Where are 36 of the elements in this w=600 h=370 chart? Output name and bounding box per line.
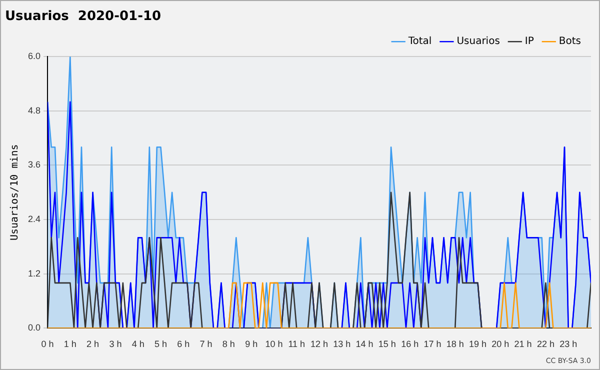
x-tick-label: 22 h [536, 339, 554, 350]
x-tick-label: 17 h [424, 339, 442, 350]
x-tick-label: 23 h [560, 339, 578, 350]
x-tick-label: 10 h [265, 339, 283, 350]
legend-label: Bots [558, 36, 581, 48]
x-tick-label: 1 h [64, 339, 76, 350]
x-tick-label: 5 h [154, 339, 167, 350]
x-tick-label: 7 h [200, 339, 212, 350]
x-tick-label: 6 h [177, 339, 190, 350]
legend-label: IP [524, 36, 534, 48]
x-tick-label: 12 h [310, 339, 328, 350]
x-tick-label: 9 h [245, 339, 258, 350]
y-tick-label: 4.8 [28, 105, 41, 116]
legend-label: Usuarios [456, 36, 500, 48]
x-tick-label: 21 h [514, 339, 532, 350]
chart-title: Usuarios 2020-01-10 [5, 9, 162, 24]
x-tick-label: 3 h [109, 339, 122, 350]
y-tick-label: 3.6 [28, 160, 41, 170]
x-tick-label: 20 h [492, 339, 510, 350]
x-tick-label: 19 h [469, 339, 487, 350]
x-tick-label: 4 h [132, 339, 144, 350]
y-tick-label: 6.0 [28, 51, 41, 62]
y-axis-title: Usuarios/10 mins [10, 144, 21, 241]
x-tick-label: 0 h [41, 339, 54, 350]
y-tick-label: 2.4 [28, 214, 41, 224]
legend-label: Total [407, 36, 432, 48]
y-tick-label: 1.2 [28, 268, 41, 278]
x-tick-label: 14 h [356, 339, 374, 350]
x-tick-label: 2 h [86, 339, 100, 350]
x-tick-label: 11 h [288, 339, 306, 350]
x-tick-label: 18 h [446, 339, 464, 350]
x-tick-label: 15 h [378, 339, 396, 350]
x-tick-label: 13 h [333, 339, 351, 350]
x-tick-label: 16 h [401, 339, 419, 350]
x-tick-label: 8 h [222, 339, 235, 350]
y-tick-label: 0.0 [28, 322, 41, 333]
